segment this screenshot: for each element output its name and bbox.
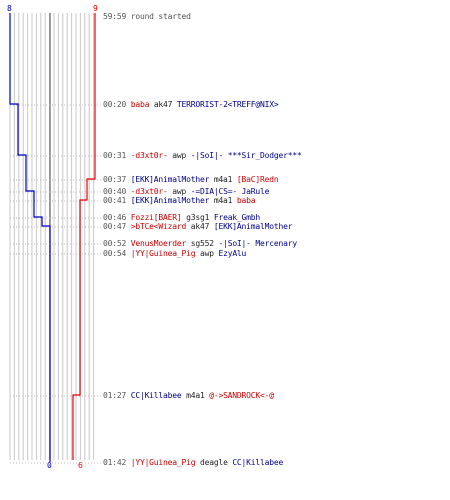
event-killer: |YY|Guinea_Pig — [130, 249, 196, 258]
event-row: 00:40 -d3xt0r- awp -=DIA|CS=- JaRule — [103, 187, 269, 196]
event-time: 00:40 — [103, 187, 127, 196]
event-time: 59:59 — [103, 12, 127, 21]
event-victim: -=DIA|CS=- JaRule — [190, 187, 270, 196]
event-time: 00:37 — [103, 175, 127, 184]
event-killer: VenusMoerder — [130, 239, 187, 248]
event-time: 00:54 — [103, 249, 127, 258]
ct-alive-line — [9, 13, 51, 462]
event-victim: @->SANDROCK<-@ — [209, 391, 274, 400]
event-killer: >bTCe<Wizard — [130, 222, 187, 231]
event-victim: TERRORIST-2<TREFF@NIX> — [176, 100, 279, 109]
event-time: 01:42 — [103, 458, 127, 467]
t-start-count: 9 — [93, 4, 98, 13]
event-weapon: m4a1 — [213, 196, 233, 205]
event-time: 00:52 — [103, 239, 127, 248]
event-victim: Freak_Gmbh — [213, 213, 261, 222]
event-victim: CC|Killabee — [232, 458, 284, 467]
event-victim: baba — [236, 196, 256, 205]
ct-start-count: 8 — [7, 4, 12, 13]
event-killer: |YY|Guinea_Pig — [130, 458, 196, 467]
event-weapon: m4a1 — [213, 175, 233, 184]
event-time: 01:27 — [103, 391, 127, 400]
event-weapon: awp — [199, 249, 214, 258]
event-row: 00:41 [EKK]AnimalMother m4a1 baba — [103, 196, 256, 205]
event-time: 00:31 — [103, 151, 127, 160]
event-killer: CC|Killabee — [130, 391, 182, 400]
event-message: round started — [130, 12, 191, 21]
event-killer: -d3xt0r- — [130, 151, 168, 160]
event-row: 00:52 VenusMoerder sg552 -|SoI|- Mercena… — [103, 239, 297, 248]
event-row: 00:31 -d3xt0r- awp -|SoI|- ***Sir_Dodger… — [103, 151, 302, 160]
event-weapon: m4a1 — [186, 391, 205, 400]
ct-end-count: 0 — [47, 461, 52, 470]
event-weapon: sg552 — [190, 239, 214, 248]
event-weapon: ak47 — [190, 222, 210, 231]
event-time: 00:20 — [103, 100, 127, 109]
t-end-count: 6 — [78, 461, 83, 470]
event-killer: [EKK]AnimalMother — [130, 196, 210, 205]
event-row: 01:27 CC|Killabee m4a1 @->SANDROCK<-@ — [103, 391, 274, 400]
event-weapon: g3sg1 — [186, 213, 210, 222]
event-killer: [EKK]AnimalMother — [130, 175, 210, 184]
event-victim: EzyAlu — [218, 249, 247, 258]
event-weapon: awp — [172, 151, 187, 160]
event-killer: Fozzi[BAER] — [130, 213, 182, 222]
event-victim: [BaC]Redn — [236, 175, 279, 184]
event-time: 00:41 — [103, 196, 127, 205]
event-row: 00:37 [EKK]AnimalMother m4a1 [BaC]Redn — [103, 175, 279, 184]
event-victim: -|SoI|- ***Sir_Dodger*** — [190, 151, 302, 160]
event-weapon: awp — [172, 187, 187, 196]
event-victim: -|SoI|- Mercenary — [218, 239, 297, 248]
event-weapon: deagle — [199, 458, 228, 467]
event-row: 00:46 Fozzi[BAER] g3sg1 Freak_Gmbh — [103, 213, 260, 222]
event-weapon: ak47 — [153, 100, 173, 109]
event-row: 00:47 >bTCe<Wizard ak47 [EKK]AnimalMothe… — [103, 222, 293, 231]
event-time: 00:47 — [103, 222, 127, 231]
event-victim: [EKK]AnimalMother — [213, 222, 293, 231]
event-row: 00:20 baba ak47 TERRORIST-2<TREFF@NIX> — [103, 100, 279, 109]
event-row: 01:42 |YY|Guinea_Pig deagle CC|Killabee — [103, 458, 283, 467]
event-row: 00:54 |YY|Guinea_Pig awp EzyAlu — [103, 249, 246, 258]
event-time: 00:46 — [103, 213, 127, 222]
event-killer: baba — [130, 100, 150, 109]
event-row: 59:59 round started — [103, 12, 191, 21]
t-alive-line — [72, 13, 96, 460]
event-killer: -d3xt0r- — [130, 187, 168, 196]
